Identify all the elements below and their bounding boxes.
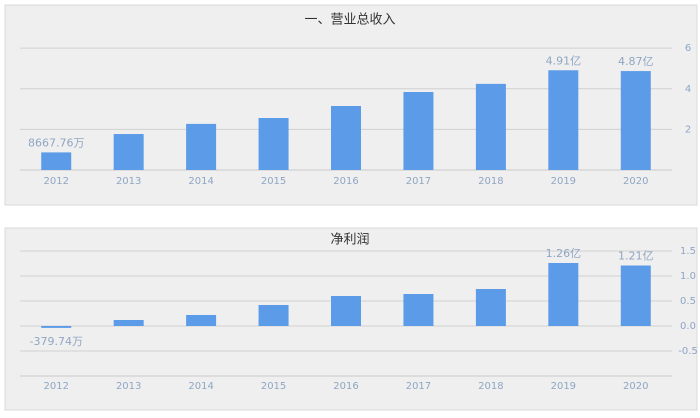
value-label: 4.87亿: [618, 55, 654, 68]
bar: [403, 294, 434, 326]
x-tick-label: 2016: [333, 381, 358, 392]
x-tick-label: 2014: [188, 381, 213, 392]
bar: [41, 152, 72, 170]
value-label: 4.91亿: [546, 54, 582, 67]
x-tick-label: 2015: [261, 176, 286, 187]
y-tick-label: -0.5: [678, 346, 698, 357]
x-tick-label: 2018: [478, 381, 503, 392]
x-tick-label: 2018: [478, 176, 503, 187]
x-tick-label: 2012: [43, 381, 68, 392]
x-tick-label: 2012: [43, 176, 68, 187]
bar: [113, 320, 144, 326]
x-tick-label: 2019: [551, 176, 576, 187]
chart-title: 一、营业总收入: [304, 13, 395, 28]
x-tick-label: 2019: [551, 381, 576, 392]
bar: [113, 134, 144, 170]
bar: [258, 118, 289, 170]
x-tick-label: 2017: [406, 381, 431, 392]
value-label: 1.26亿: [546, 247, 582, 260]
y-tick-label: 4: [685, 84, 691, 95]
bar: [186, 123, 217, 170]
bar: [186, 315, 217, 326]
x-tick-label: 2020: [623, 176, 648, 187]
bar: [620, 265, 651, 326]
y-tick-label: 0.5: [680, 296, 696, 307]
x-tick-label: 2020: [623, 381, 648, 392]
y-tick-label: 1.0: [680, 271, 696, 282]
value-label: 8667.76万: [28, 136, 85, 149]
bar: [258, 305, 289, 326]
y-tick-label: 1.5: [680, 246, 696, 257]
x-tick-label: 2013: [116, 176, 141, 187]
bar: [548, 70, 579, 170]
bar: [620, 71, 651, 170]
chart-title: 净利润: [330, 233, 369, 248]
value-label: -379.74万: [29, 335, 82, 348]
value-label: 1.21亿: [618, 250, 654, 263]
bar: [548, 263, 579, 326]
bar: [475, 83, 506, 170]
y-tick-label: 6: [685, 43, 691, 54]
bar: [41, 326, 72, 328]
bar: [331, 106, 361, 170]
bar: [475, 289, 506, 326]
x-tick-label: 2016: [333, 176, 358, 187]
bar: [331, 296, 361, 326]
x-tick-label: 2014: [188, 176, 213, 187]
bar: [403, 92, 434, 170]
x-tick-label: 2017: [406, 176, 431, 187]
y-tick-label: 2: [685, 124, 691, 135]
x-tick-label: 2015: [261, 381, 286, 392]
y-tick-label: 0.0: [680, 321, 696, 332]
panel: [4, 4, 698, 206]
x-tick-label: 2013: [116, 381, 141, 392]
